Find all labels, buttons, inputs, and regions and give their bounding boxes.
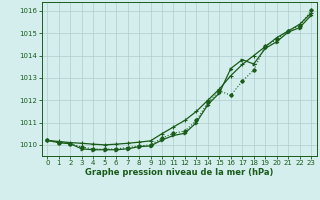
- X-axis label: Graphe pression niveau de la mer (hPa): Graphe pression niveau de la mer (hPa): [85, 168, 273, 177]
